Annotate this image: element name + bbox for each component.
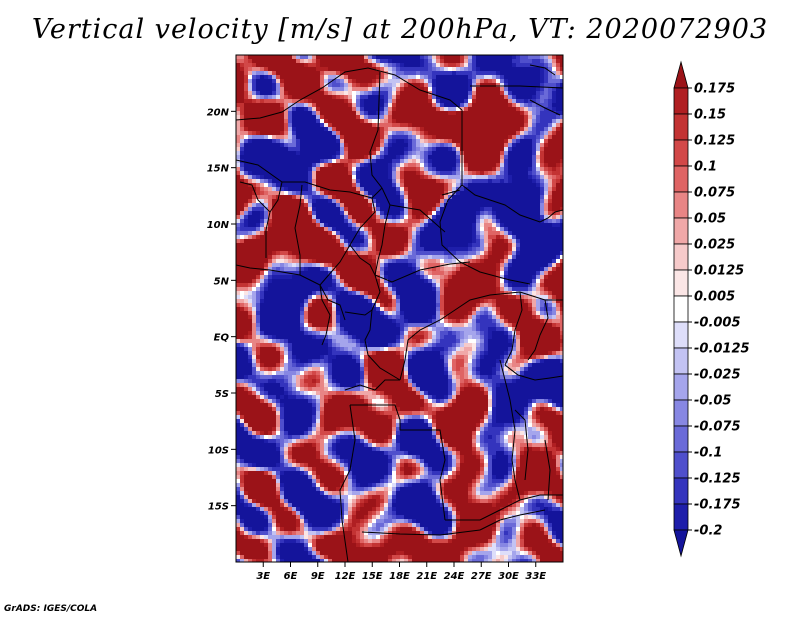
grads-credit: GrADS: IGES/COLA (4, 604, 98, 614)
y-tick-label: 10S (208, 445, 229, 456)
colorbar-label: 0.025 (694, 238, 735, 253)
x-tick-label: 33E (525, 571, 546, 582)
colorbar-label: -0.125 (694, 472, 741, 487)
colorbar-label: -0.005 (694, 316, 741, 331)
y-tick-label: 10N (207, 220, 230, 231)
x-tick-label: 30E (498, 571, 519, 582)
colorbar-label: 0.05 (694, 212, 726, 227)
x-tick-label: 12E (335, 571, 356, 582)
colorbar-swatch (673, 373, 689, 401)
colorbar-swatch (673, 165, 689, 193)
x-tick-label: 15E (362, 571, 383, 582)
country-borders (236, 64, 563, 562)
colorbar-swatch (673, 113, 689, 141)
colorbar-swatch (673, 529, 689, 558)
x-tick-label: 9E (311, 571, 325, 582)
y-tick-label: 15N (207, 164, 230, 175)
y-tick-label: 5S (215, 389, 229, 400)
colorbar-label: 0.075 (694, 186, 735, 201)
y-tick-label: 15S (208, 502, 229, 513)
colorbar-label: -0.1 (694, 446, 722, 461)
y-tick-label: EQ (214, 333, 230, 344)
colorbar-label: -0.175 (694, 498, 741, 513)
y-tick-label: 20N (207, 107, 230, 118)
colorbar-label: -0.2 (694, 524, 722, 539)
colorbar-label: 0.1 (694, 160, 717, 175)
colorbar-swatch (673, 243, 689, 271)
colorbar-label: 0.0125 (694, 264, 744, 279)
colorbar-label: -0.0125 (694, 342, 750, 357)
x-tick-label: 27E (471, 571, 492, 582)
colorbar-swatch (673, 139, 689, 167)
latitude-axis: 20N 15N 10N 5N EQ 5S 10S 15S (207, 107, 236, 513)
colorbar-swatch (673, 295, 689, 323)
colorbar-swatch (673, 347, 689, 375)
colorbar-swatch (673, 503, 689, 531)
colorbar-swatch (673, 321, 689, 349)
colorbar: 0.175 0.15 0.125 0.1 0.075 0.05 0.025 0.0125 0.0… (673, 60, 750, 558)
colorbar-swatch (673, 451, 689, 479)
colorbar-swatch (673, 217, 689, 245)
colorbar-label: -0.025 (694, 368, 741, 383)
colorbar-label: -0.075 (694, 420, 741, 435)
colorbar-label: -0.05 (694, 394, 731, 409)
colorbar-swatch (673, 399, 689, 427)
colorbar-swatch (673, 425, 689, 453)
vertical-velocity-field (236, 55, 563, 562)
x-tick-label: 21E (416, 571, 437, 582)
colorbar-label: 0.125 (694, 134, 735, 149)
x-tick-label: 6E (284, 571, 298, 582)
colorbar-swatch (673, 87, 689, 115)
longitude-axis: 3E 6E 9E 12E 15E 18E 21E 24E 27E 30E 33E (256, 562, 546, 582)
colorbar-swatch (673, 60, 689, 89)
colorbar-label: 0.005 (694, 290, 735, 305)
colorbar-label: 0.15 (694, 108, 726, 123)
x-tick-label: 3E (256, 571, 270, 582)
colorbar-swatch (673, 191, 689, 219)
x-tick-label: 18E (389, 571, 410, 582)
y-tick-label: 5N (214, 276, 230, 287)
x-tick-label: 24E (444, 571, 465, 582)
map-title: Vertical velocity [m/s] at 200hPa, VT: 2… (31, 14, 769, 45)
colorbar-label: 0.175 (694, 82, 735, 97)
colorbar-swatch (673, 477, 689, 505)
colorbar-swatch (673, 269, 689, 297)
